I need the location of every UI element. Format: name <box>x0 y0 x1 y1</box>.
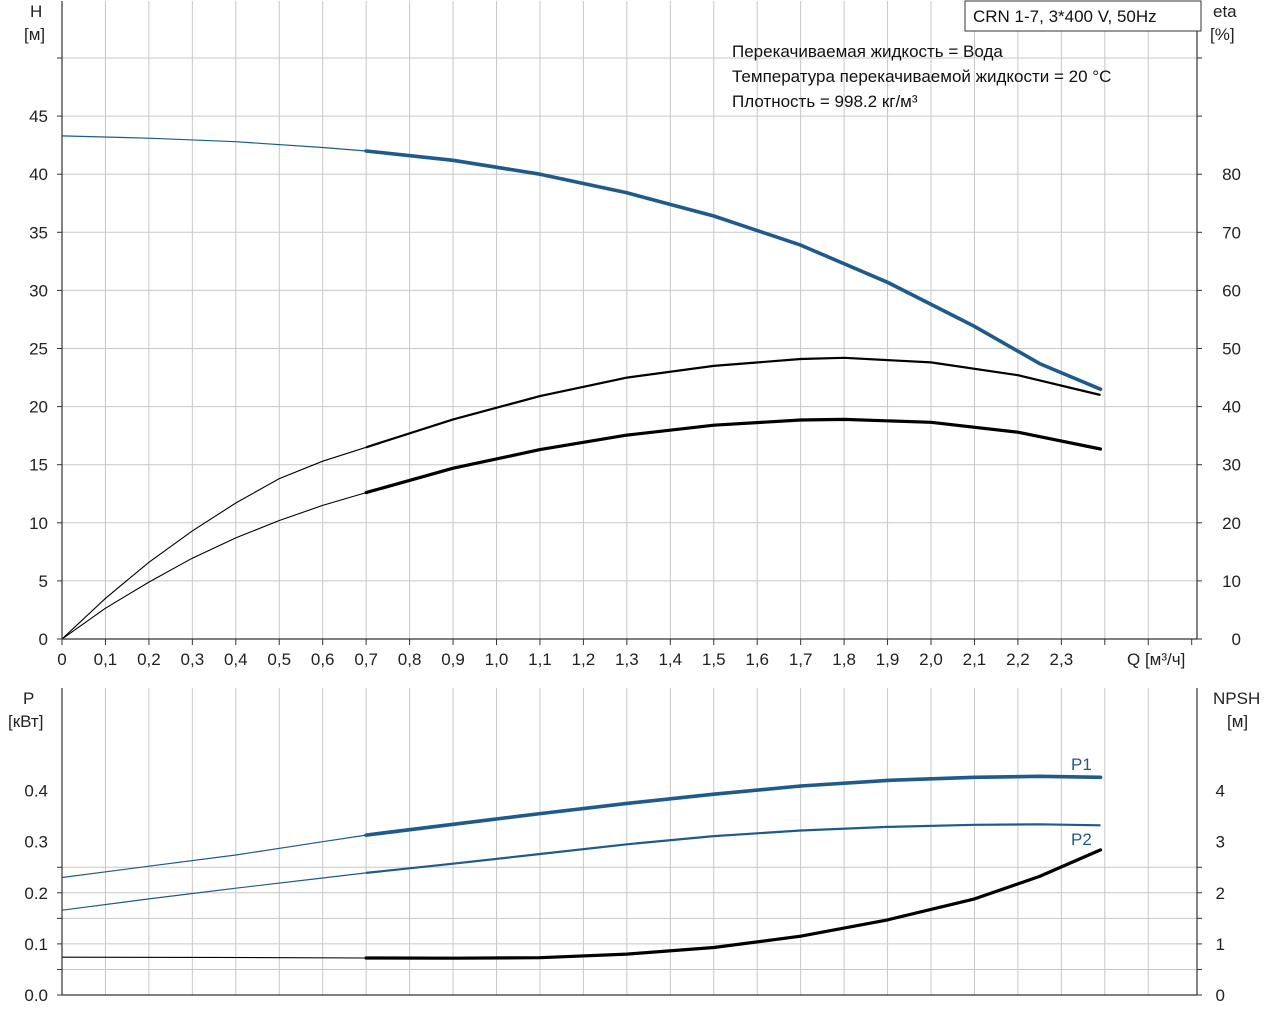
p-axis-unit: [кВт] <box>8 712 43 731</box>
h-tick-label: 5 <box>39 572 48 591</box>
q-tick-label: 2,3 <box>1050 650 1074 669</box>
q-tick-label: 0,5 <box>267 650 291 669</box>
npsh-tick-label: 4 <box>1216 782 1225 801</box>
q-tick-label: 1,3 <box>615 650 639 669</box>
npsh-curve-extrapolated <box>61 956 367 959</box>
p-axis-title: P <box>23 689 34 708</box>
eta-tick-label: 80 <box>1222 165 1241 184</box>
q-tick-label: 0,3 <box>181 650 205 669</box>
grid-layer <box>62 1 1197 995</box>
h-tick-label: 30 <box>29 281 48 300</box>
npsh-curve <box>364 848 1103 960</box>
q-tick-label: 0,7 <box>354 650 378 669</box>
eta-tick-label: 0 <box>1232 630 1241 649</box>
eta-tick-label: 60 <box>1222 281 1241 300</box>
q-tick-label: 1,1 <box>528 650 552 669</box>
q-tick-label: 1,7 <box>789 650 813 669</box>
h-tick-label: 35 <box>29 223 48 242</box>
q-tick-label: 0,9 <box>441 650 465 669</box>
eta-tick-label: 40 <box>1222 398 1241 417</box>
npsh-tick-label: 1 <box>1216 935 1225 954</box>
frame-layer <box>57 1 1202 996</box>
p2-curve-extrapolated <box>61 872 367 911</box>
curves-layer <box>61 135 1103 960</box>
npsh-axis-title: NPSH <box>1213 689 1260 708</box>
q-tick-label: 0,6 <box>311 650 335 669</box>
chart-title: CRN 1-7, 3*400 V, 50Hz <box>973 7 1157 26</box>
annotation-temperature: Температура перекачиваемой жидкости = 20… <box>732 67 1111 86</box>
p-tick-label: 0.1 <box>24 935 48 954</box>
p-tick-label: 0.4 <box>24 782 48 801</box>
npsh-axis-unit: [м] <box>1227 712 1248 731</box>
eta-tick-label: 70 <box>1222 223 1241 242</box>
p1-curve <box>364 774 1103 837</box>
efficiency-curve <box>364 417 1103 495</box>
h-tick-label: 20 <box>29 398 48 417</box>
q-tick-label: 1,4 <box>658 650 682 669</box>
annotation-density: Плотность = 998.2 кг/м³ <box>732 92 918 111</box>
eta-tick-label: 10 <box>1222 572 1241 591</box>
eta-tick-label: 50 <box>1222 340 1241 359</box>
q-tick-label: 1,0 <box>485 650 509 669</box>
h-tick-label: 15 <box>29 456 48 475</box>
eta-tick-label: 20 <box>1222 514 1241 533</box>
q-tick-label: 0,4 <box>224 650 248 669</box>
h-axis-title: H <box>30 2 42 21</box>
q-tick-label: 1,9 <box>876 650 900 669</box>
title-box <box>964 0 1202 32</box>
q-tick-label: 0 <box>57 650 66 669</box>
efficiency-curve-extrapolated <box>61 492 367 640</box>
q-tick-label: 0,8 <box>398 650 422 669</box>
eta-tick-label: 30 <box>1222 456 1241 475</box>
npsh-tick-label: 2 <box>1216 884 1225 903</box>
labels-layer: 0 0,1 0,2 0,3 0,4 0,5 0,6 0,7 0,8 0,9 1,0 1,1 1,2 1,3… <box>24 107 1241 1005</box>
q-tick-label: 1,6 <box>745 650 769 669</box>
eta-axis-title: eta <box>1213 2 1237 21</box>
eta-axis-unit: [%] <box>1210 25 1235 44</box>
q-axis-title: Q [м³/ч] <box>1127 650 1185 669</box>
p-tick-label: 0.3 <box>24 833 48 852</box>
series-label-p2: P2 <box>1071 830 1092 849</box>
p1-curve-extrapolated <box>61 834 367 879</box>
h-tick-label: 45 <box>29 107 48 126</box>
annotation-liquid: Перекачиваемая жидкость = Вода <box>732 42 1003 61</box>
head-curve <box>364 149 1103 391</box>
h-tick-label: 0 <box>39 630 48 649</box>
upper-black-curve-extrapolated <box>61 446 367 640</box>
p2-curve <box>365 823 1101 874</box>
h-tick-label: 10 <box>29 514 48 533</box>
q-tick-label: 1,5 <box>702 650 726 669</box>
head-curve-extrapolated <box>61 135 367 152</box>
p-tick-label: 0.0 <box>24 986 48 1005</box>
q-tick-label: 0,2 <box>137 650 161 669</box>
npsh-tick-label: 3 <box>1216 833 1225 852</box>
q-tick-label: 0,1 <box>94 650 118 669</box>
h-tick-label: 40 <box>29 165 48 184</box>
q-tick-label: 1,2 <box>572 650 596 669</box>
p-tick-label: 0.2 <box>24 884 48 903</box>
upper-black-curve <box>365 356 1101 449</box>
h-tick-label: 25 <box>29 340 48 359</box>
q-tick-label: 2,0 <box>919 650 943 669</box>
q-tick-label: 2,2 <box>1006 650 1030 669</box>
series-label-p1: P1 <box>1071 755 1092 774</box>
h-axis-unit: [м] <box>24 25 45 44</box>
npsh-tick-label: 0 <box>1216 986 1225 1005</box>
q-tick-label: 2,1 <box>963 650 987 669</box>
q-tick-label: 1,8 <box>832 650 856 669</box>
